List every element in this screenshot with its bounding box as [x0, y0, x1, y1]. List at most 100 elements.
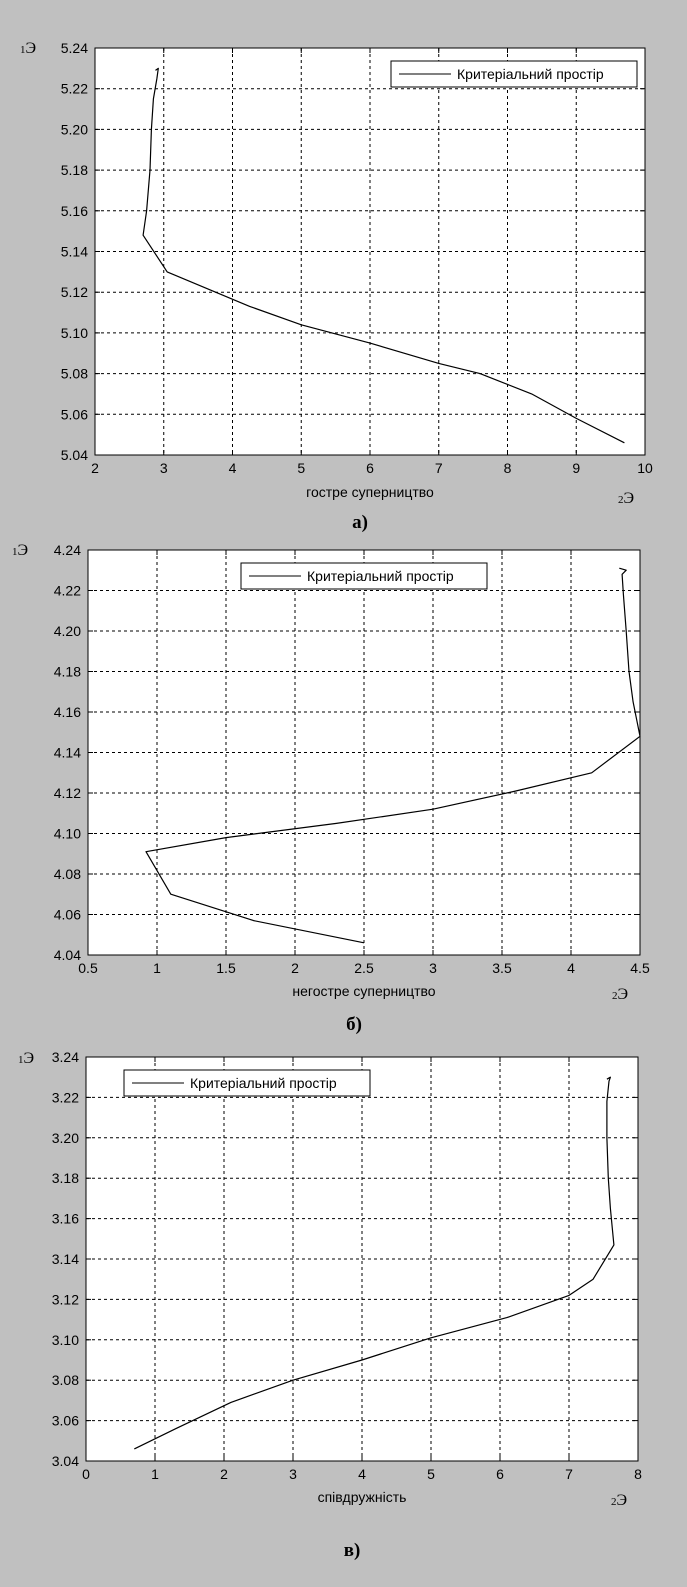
y-tick-label: 4.24 [54, 542, 81, 558]
y-tick-label: 5.10 [61, 325, 88, 341]
series-line [145, 567, 641, 944]
x-tick-label: 2 [220, 1466, 228, 1482]
gridlines [87, 549, 641, 956]
x-corner-label-main: Э [618, 986, 629, 1003]
y-tick-label: 5.24 [61, 40, 88, 56]
x-tick-label: 6 [496, 1466, 504, 1482]
y-tick-label: 3.06 [52, 1413, 79, 1429]
y-tick-label: 4.06 [54, 907, 81, 923]
x-tick-label: 2.5 [354, 960, 374, 976]
series-lines [142, 67, 625, 444]
y-tick-label: 3.16 [52, 1211, 79, 1227]
x-corner-label-sub: 2 [612, 990, 618, 1002]
x-tick-label: 8 [634, 1466, 642, 1482]
y-tick-label: 4.18 [54, 664, 81, 680]
y-tick-label: 5.12 [61, 284, 88, 300]
y-corner-label: 1Э [12, 542, 28, 559]
y-tick-label: 4.22 [54, 583, 81, 599]
gridlines [94, 47, 646, 456]
x-corner-label: 2Э [618, 490, 634, 507]
y-tick-label: 5.20 [61, 121, 88, 137]
x-tick-label: 1 [153, 960, 161, 976]
y-tick-label: 4.20 [54, 623, 81, 639]
x-tick-label: 0.5 [78, 960, 98, 976]
y-tick-label: 4.16 [54, 704, 81, 720]
legend-entry: Критеріальний простір [190, 1075, 337, 1091]
y-corner-label-sub: 1 [12, 546, 18, 558]
x-tick-label: 7 [435, 460, 443, 476]
x-corner-label-main: Э [617, 1492, 628, 1509]
y-tick-label: 3.08 [52, 1372, 79, 1388]
x-tick-label: 0 [82, 1466, 90, 1482]
y-tick-label: 3.20 [52, 1130, 79, 1146]
y-tick-label: 5.18 [61, 162, 88, 178]
y-tick-label: 3.18 [52, 1170, 79, 1186]
series-lines [134, 1076, 615, 1450]
y-corner-label-main: Э [26, 40, 37, 57]
x-tick-label: 5 [427, 1466, 435, 1482]
y-corner-label-main: Э [24, 1050, 35, 1067]
legend: Критеріальний простір [240, 562, 488, 590]
y-tick-label: 3.24 [52, 1049, 79, 1065]
y-tick-label: 5.16 [61, 203, 88, 219]
y-tick-label: 3.04 [52, 1453, 79, 1469]
y-tick-label: 4.08 [54, 866, 81, 882]
panel-caption: в) [344, 1540, 361, 1561]
y-tick-label: 4.10 [54, 826, 81, 842]
series-lines [145, 567, 641, 944]
x-tick-label: 3 [289, 1466, 297, 1482]
x-corner-label-main: Э [624, 490, 635, 507]
x-tick-label: 2 [291, 960, 299, 976]
x-tick-label: 3 [160, 460, 168, 476]
y-tick-label: 4.12 [54, 785, 81, 801]
chart-panel-b: 0.5 1 1.5 2 2.5 3 3.5 4 4.5 4.04 4.06 4.08 4.10 4.12… [12, 542, 650, 1035]
x-tick-label: 8 [504, 460, 512, 476]
y-corner-label: 1Э [18, 1050, 34, 1067]
chart-panel-a: 2 3 4 5 6 7 8 9 10 5.045.065.085.105.125.145.165… [20, 40, 653, 533]
y-tick-label: 3.10 [52, 1332, 79, 1348]
chart-panel-c: 0 1 2 3 4 5 6 7 8 3.04 3.06 3.08 3.10 3.12 3.14 3.16 3.… [18, 1049, 642, 1561]
x-tick-label: 5 [297, 460, 305, 476]
gridlines [85, 1056, 639, 1462]
y-tick-label: 3.14 [52, 1251, 79, 1267]
x-corner-label-sub: 2 [618, 494, 624, 506]
y-corner-label-main: Э [18, 542, 29, 559]
x-tick-label: 3.5 [492, 960, 512, 976]
legend: Критеріальний простір [390, 60, 638, 88]
x-tick-label: 7 [565, 1466, 573, 1482]
x-tick-label: 3 [429, 960, 437, 976]
legend-entry: Критеріальний простір [457, 66, 604, 82]
y-tick-labels: 5.04 5.06 5.08 5.10 5.12 5.14 5.16 5.18 5.20 5.22… [61, 40, 88, 463]
y-tick-label: 5.06 [61, 406, 88, 422]
y-corner-label: 1Э [20, 40, 36, 57]
x-tick-label: 1 [151, 1466, 159, 1482]
y-corner-label-sub: 1 [18, 1054, 24, 1066]
y-tick-label: 5.08 [61, 366, 88, 382]
y-tick-label: 3.22 [52, 1089, 79, 1105]
x-tick-labels: 0 1 2 3 4 5 6 7 8 [82, 1466, 642, 1482]
x-tick-label: 4 [358, 1466, 366, 1482]
x-axis-label: гостре суперництво [306, 484, 434, 500]
legend: Критеріальний простір [123, 1069, 371, 1097]
x-tick-label: 1.5 [216, 960, 236, 976]
x-tick-label: 6 [366, 460, 374, 476]
x-tick-label: 2 [91, 460, 99, 476]
x-corner-label: 2Э [611, 1492, 627, 1509]
x-tick-labels: 2 3 4 5 6 7 8 9 10 [91, 460, 653, 476]
series-line [142, 67, 625, 444]
legend-entry: Критеріальний простір [307, 568, 454, 584]
x-axis-label: негостре суперництво [292, 983, 435, 999]
series-line [134, 1076, 615, 1450]
y-tick-label: 4.14 [54, 745, 81, 761]
y-corner-label-sub: 1 [20, 44, 26, 56]
y-tick-label: 4.04 [54, 947, 81, 963]
x-tick-label: 10 [637, 460, 653, 476]
x-tick-label: 4 [567, 960, 575, 976]
panel-caption: б) [346, 1014, 362, 1035]
panel-caption: а) [352, 512, 368, 533]
y-tick-label: 3.12 [52, 1291, 79, 1307]
x-tick-label: 4 [229, 460, 237, 476]
y-tick-label: 5.22 [61, 81, 88, 97]
x-corner-label: 2Э [612, 986, 628, 1003]
